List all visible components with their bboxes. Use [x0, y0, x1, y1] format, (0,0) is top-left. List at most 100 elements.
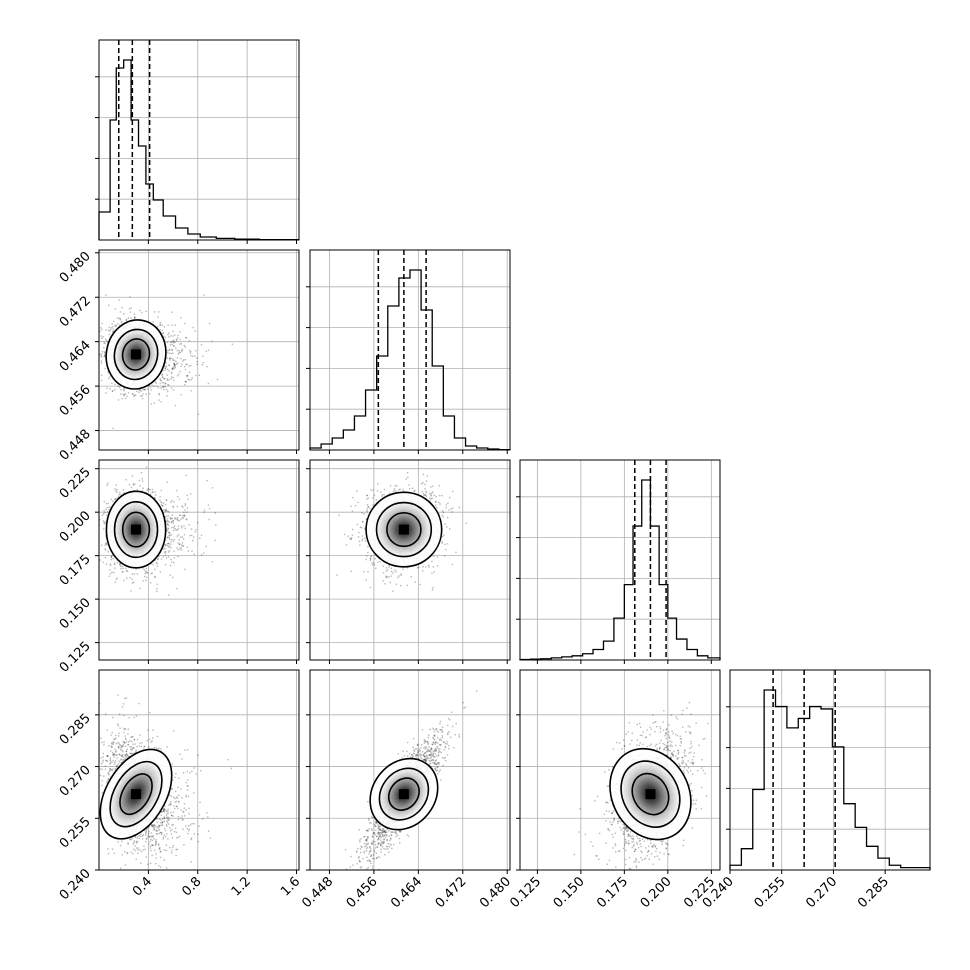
- sample-point: [171, 349, 173, 352]
- sample-point: [171, 311, 173, 313]
- sample-point: [112, 328, 114, 330]
- sample-point: [169, 574, 171, 576]
- sample-point: [142, 388, 144, 391]
- scatter-points: [99, 466, 217, 596]
- sample-point: [365, 558, 367, 561]
- sample-point: [135, 390, 138, 393]
- sample-point: [138, 479, 141, 482]
- sample-point: [178, 514, 181, 516]
- sample-point: [162, 502, 165, 505]
- contour-3: [121, 338, 151, 371]
- sample-point: [157, 316, 159, 318]
- sample-point: [162, 548, 164, 550]
- sample-point: [165, 509, 168, 512]
- scatter-points: [336, 472, 468, 592]
- sample-point: [207, 382, 210, 385]
- sample-point: [202, 355, 204, 358]
- sample-point: [177, 542, 179, 544]
- y-tick-label: 0.200: [57, 508, 94, 545]
- sample-point: [149, 489, 151, 491]
- sample-point: [180, 549, 183, 551]
- sample-point: [121, 571, 124, 573]
- sample-point: [168, 364, 170, 367]
- sample-point: [195, 529, 197, 531]
- sample-point: [156, 590, 158, 593]
- sample-point: [105, 542, 107, 545]
- sample-point: [109, 564, 112, 567]
- sample-point: [101, 337, 103, 339]
- sample-point: [143, 389, 146, 391]
- y-tick-label: 0.225: [57, 465, 94, 502]
- sample-point: [168, 545, 171, 548]
- panel-frame: [309, 249, 511, 451]
- sample-point: [194, 531, 196, 533]
- sample-point: [162, 386, 164, 389]
- sample-point: [442, 511, 445, 514]
- sample-point: [175, 347, 177, 349]
- histogram-step: [519, 479, 721, 661]
- sample-point: [438, 484, 441, 487]
- sample-point: [185, 474, 187, 477]
- sample-point: [394, 489, 396, 492]
- sample-point: [114, 325, 116, 328]
- sample-point: [172, 506, 175, 509]
- sample-point: [388, 576, 390, 578]
- sample-point: [164, 510, 167, 512]
- sample-point: [111, 323, 113, 325]
- sample-point: [133, 394, 136, 397]
- sample-point: [168, 542, 170, 545]
- sample-point: [174, 365, 176, 367]
- sample-point: [164, 516, 166, 518]
- sample-point: [146, 572, 148, 574]
- sample-point: [172, 505, 174, 508]
- sample-point: [167, 383, 169, 386]
- sample-point: [408, 484, 410, 486]
- sample-point: [354, 504, 357, 507]
- y-tick-label: 0.472: [57, 293, 94, 330]
- sample-point: [100, 356, 103, 358]
- sample-point: [167, 351, 169, 354]
- sample-point: [162, 376, 164, 379]
- sample-point: [163, 381, 165, 384]
- sample-point: [176, 529, 178, 531]
- sample-point: [159, 324, 161, 326]
- sample-point: [165, 521, 168, 523]
- sample-point: [363, 570, 365, 573]
- sample-point: [162, 332, 164, 334]
- sample-point: [164, 508, 166, 511]
- sample-point: [104, 342, 106, 345]
- sample-point: [107, 370, 109, 372]
- sample-point: [139, 587, 141, 590]
- sample-point: [196, 357, 198, 359]
- sample-point: [441, 514, 443, 517]
- sample-point: [183, 344, 185, 347]
- sample-point: [161, 373, 163, 376]
- sample-point: [194, 330, 196, 332]
- sample-point: [167, 515, 170, 517]
- sample-point: [180, 544, 183, 546]
- sample-point: [114, 567, 116, 569]
- sample-point: [424, 494, 427, 496]
- sample-point: [104, 556, 107, 559]
- sample-point: [129, 311, 132, 313]
- sample-point: [150, 572, 152, 575]
- sample-point: [424, 493, 426, 496]
- sample-point: [444, 543, 446, 546]
- sample-point: [118, 496, 120, 498]
- sample-point: [184, 359, 187, 361]
- sample-point: [174, 366, 176, 369]
- sample-point: [99, 354, 101, 356]
- sample-point: [112, 500, 114, 503]
- sample-point: [163, 388, 165, 391]
- sample-point: [143, 568, 145, 571]
- sample-point: [430, 494, 432, 496]
- sample-point: [431, 572, 433, 575]
- sample-point: [109, 569, 111, 571]
- sample-point: [357, 501, 359, 504]
- sample-point: [154, 575, 156, 578]
- sample-point: [173, 366, 175, 368]
- sample-point: [172, 330, 174, 332]
- sample-point: [369, 557, 372, 560]
- sample-point: [158, 392, 160, 395]
- sample-point: [185, 380, 187, 383]
